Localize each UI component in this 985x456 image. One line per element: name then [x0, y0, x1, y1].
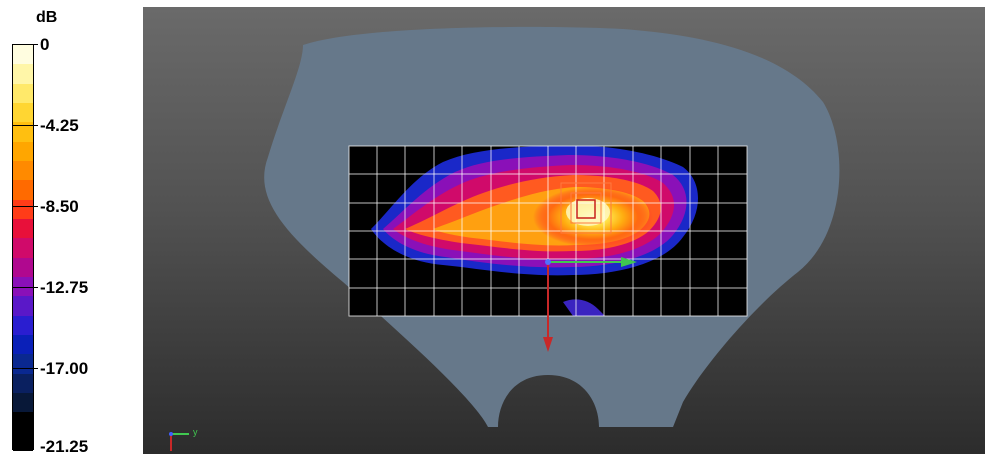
legend-color-swatch: [13, 45, 33, 65]
legend-color-swatch: [13, 180, 33, 201]
viewport-scene: y: [169, 26, 840, 451]
peak-marker-inner: [576, 199, 596, 219]
legend-color-swatch: [13, 238, 33, 259]
legend-color-swatch: [13, 161, 33, 181]
legend-tick-mark: [12, 206, 38, 207]
origin-marker: [545, 259, 551, 265]
axis-triad-y-label: y: [193, 427, 198, 437]
axis-triad-icon: y: [169, 427, 198, 451]
z-axis-arrowhead: [543, 337, 553, 352]
legend-color-swatch: [13, 393, 33, 413]
legend-color-swatch: [13, 431, 33, 452]
legend-color-swatch: [13, 373, 33, 394]
legend-color-bar: [12, 44, 34, 452]
legend-color-swatch: [13, 83, 33, 104]
legend-color-swatch: [13, 141, 33, 162]
x-axis-arrowhead: [621, 257, 637, 267]
legend-color-swatch: [13, 64, 33, 85]
peak-marker-middle: [570, 192, 602, 224]
legend-tick-label: -8.50: [40, 197, 79, 216]
legend-unit-label: dB: [36, 9, 58, 26]
legend-tick-label: 0: [40, 35, 50, 54]
legend-color-swatch: [13, 122, 33, 143]
legend-tick-label: -12.75: [40, 278, 89, 297]
legend-color-swatch: [13, 315, 33, 336]
legend-tick-mark: [12, 125, 38, 126]
legend-tick-label: -21.25: [40, 437, 89, 456]
peak-marker-outer: [560, 182, 612, 234]
legend-tick-label: -4.25: [40, 116, 79, 135]
legend-color-swatch: [13, 257, 33, 278]
legend-color-swatch: [13, 412, 33, 433]
legend-color-swatch: [13, 199, 33, 220]
legend-tick-label: -17.00: [40, 359, 89, 378]
legend-tick-mark: [12, 368, 38, 369]
3d-viewport[interactable]: y: [143, 7, 985, 454]
color-legend: dB 0 -4.25 -8.50 -12.75 -17.00 -21.25: [0, 0, 143, 456]
legend-color-swatch: [13, 296, 33, 317]
legend-color-swatch: [13, 277, 33, 297]
legend-color-swatch: [13, 219, 33, 239]
legend-tick-mark: [12, 287, 38, 288]
legend-color-swatch: [13, 103, 33, 123]
legend-tick-mark: [12, 44, 38, 45]
legend-color-swatch: [13, 354, 33, 375]
legend-color-swatch: [13, 335, 33, 355]
